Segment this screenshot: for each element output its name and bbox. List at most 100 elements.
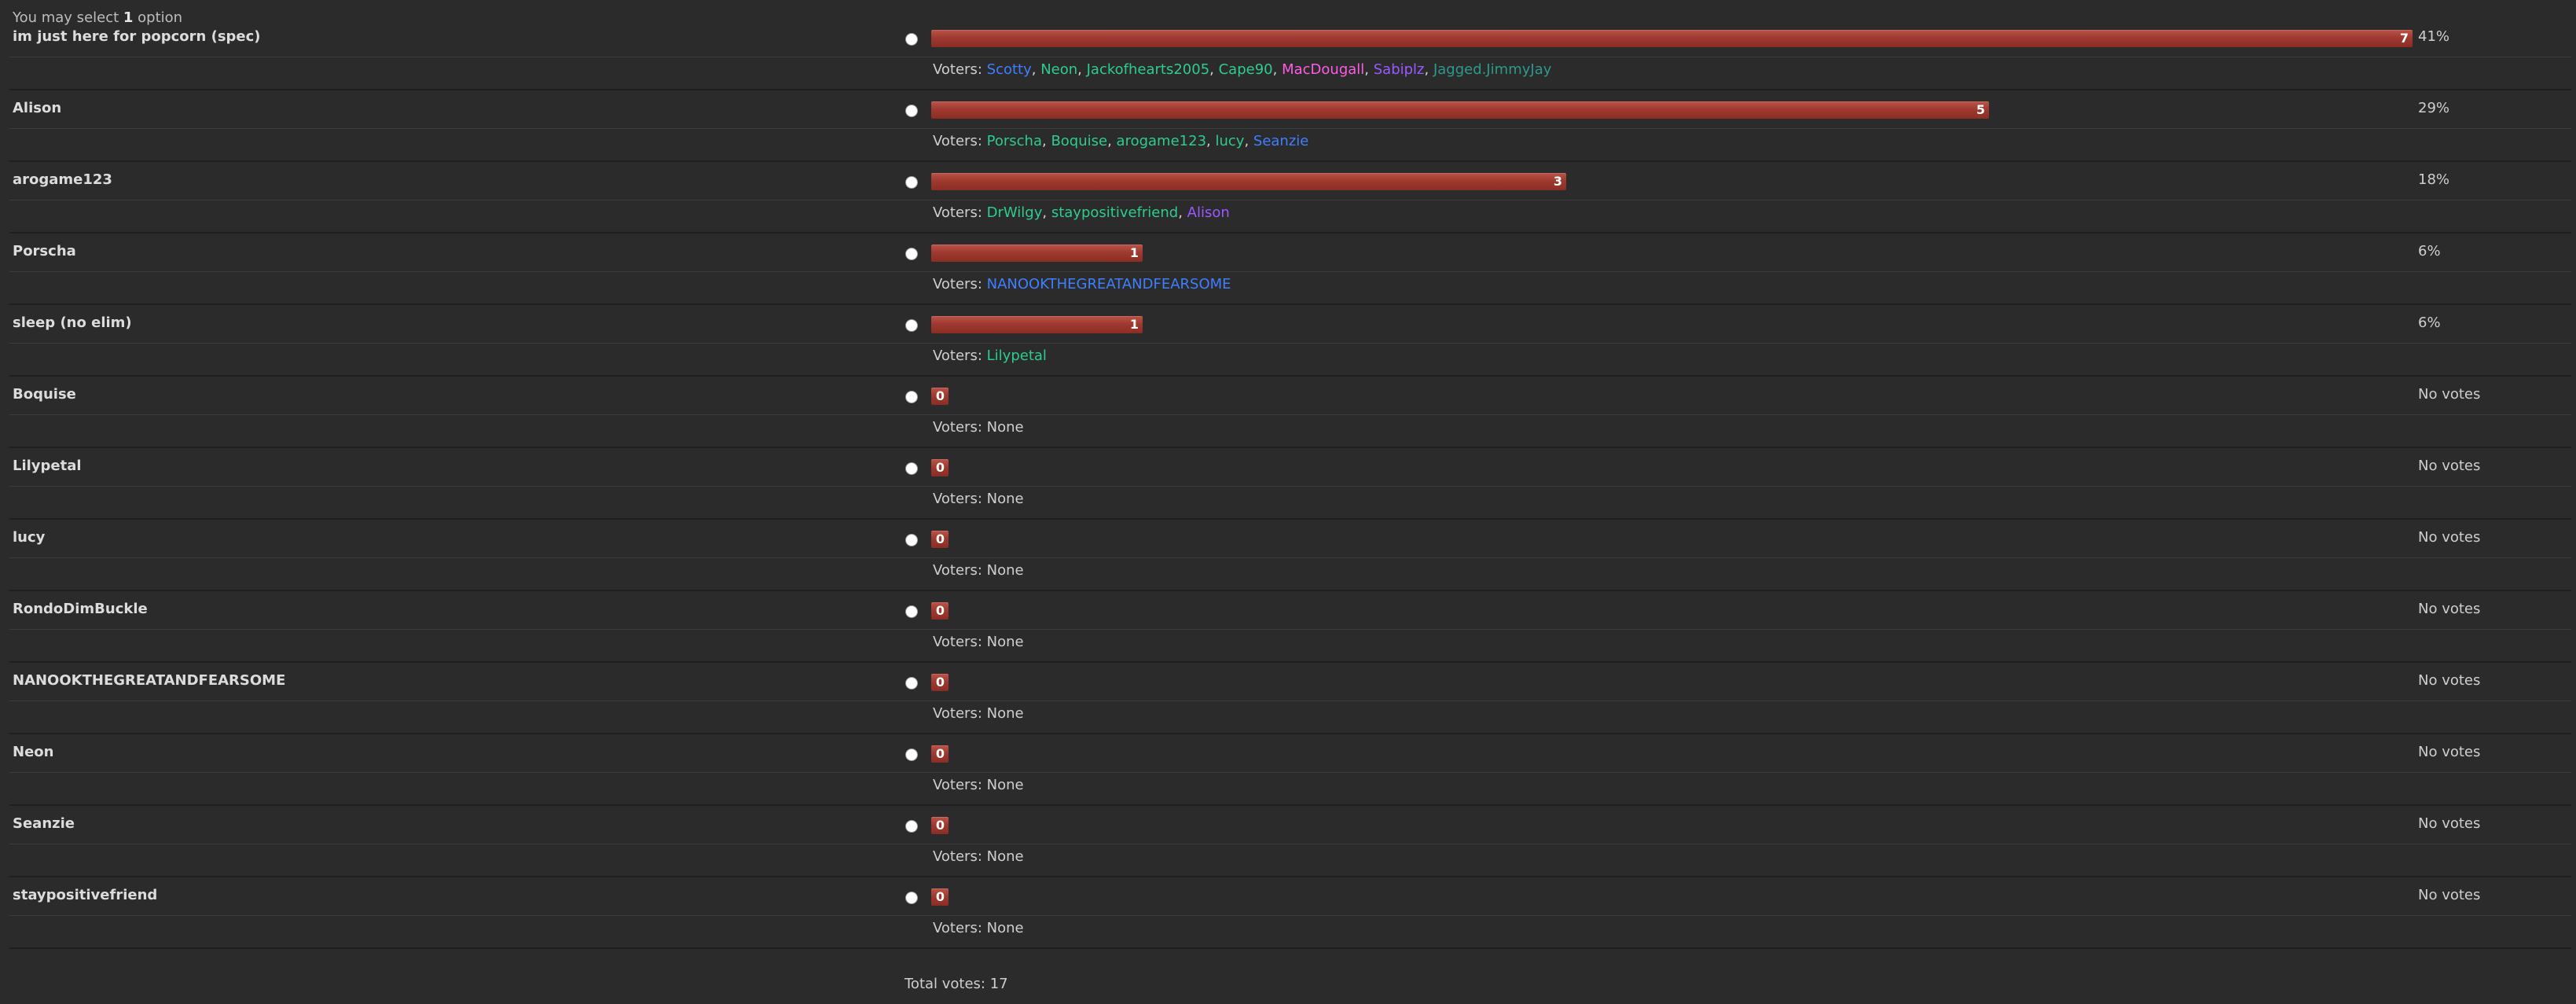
row-separator (9, 590, 2571, 591)
vote-count: 0 (935, 388, 945, 403)
row-separator (9, 661, 2571, 663)
poll-option: NANOOKTHEGREATANDFEARSOME 0 No votes Voters… (0, 663, 2576, 734)
option-label: RondoDimBuckle (13, 601, 148, 617)
option-label: lucy (13, 529, 46, 546)
voter-separator: , (1364, 61, 1374, 78)
voter-name[interactable]: NANOOKTHEGREATANDFEARSOME (986, 276, 1231, 292)
row-separator (9, 876, 2571, 877)
voters-label: Voters: (933, 276, 982, 292)
option-label: Seanzie (13, 815, 75, 832)
voters-label: Voters: (933, 204, 982, 221)
row-separator (9, 518, 2571, 520)
vote-percent: 18% (2418, 171, 2450, 188)
voter-name[interactable]: Jagged.JimmyJay (1433, 61, 1552, 78)
vote-percent: 41% (2418, 28, 2450, 45)
option-label: Lilypetal (13, 458, 82, 474)
voter-name[interactable]: Neon (1040, 61, 1078, 78)
vote-count: 0 (935, 460, 945, 475)
vote-count: 0 (935, 675, 945, 690)
option-radio[interactable] (905, 462, 918, 475)
option-label: staypositivefriend (13, 887, 158, 903)
voters-list: Voters: None (933, 634, 1024, 650)
vote-count: 1 (1129, 317, 1139, 332)
row-divider (9, 557, 2571, 558)
row-divider (9, 414, 2571, 415)
vote-bar: 0 (931, 602, 949, 620)
vote-percent: No votes (2418, 672, 2481, 689)
row-separator (9, 947, 2571, 949)
poll-option: lucy 0 No votes Voters: None (0, 520, 2576, 591)
voter-separator: , (1178, 204, 1187, 221)
vote-count: 0 (935, 746, 945, 761)
voter-name[interactable]: Boquise (1051, 133, 1108, 149)
voter-name[interactable]: Scotty (986, 61, 1032, 78)
select-prefix: You may select (13, 9, 119, 26)
voters-none: None (986, 920, 1024, 936)
vote-count: 1 (1129, 245, 1139, 260)
option-label: Boquise (13, 386, 76, 403)
voter-separator: , (1077, 61, 1087, 78)
option-label: im just here for popcorn (spec) (13, 28, 261, 45)
option-radio[interactable] (905, 892, 918, 904)
voter-name[interactable]: Jackofhearts2005 (1086, 61, 1210, 78)
vote-percent: No votes (2418, 815, 2481, 832)
vote-bar-track: 0 (931, 745, 2413, 763)
option-radio[interactable] (905, 534, 918, 546)
voter-separator: , (1031, 61, 1041, 78)
poll-select-instructions: You may select 1 option (13, 9, 182, 26)
option-radio[interactable] (905, 391, 918, 403)
vote-percent: No votes (2418, 529, 2481, 546)
voter-separator: , (1272, 61, 1282, 78)
voters-none: None (986, 777, 1024, 793)
voter-name[interactable]: lucy (1215, 133, 1245, 149)
voter-name[interactable]: Seanzie (1253, 133, 1309, 149)
voters-label: Voters: (933, 419, 982, 436)
voter-name[interactable]: arogame123 (1116, 133, 1207, 149)
option-radio[interactable] (905, 319, 918, 332)
vote-bar-track: 0 (931, 674, 2413, 691)
option-label: NANOOKTHEGREATANDFEARSOME (13, 672, 286, 689)
vote-percent: No votes (2418, 386, 2481, 403)
voters-list: Voters: Lilypetal (933, 348, 1047, 364)
option-radio[interactable] (905, 605, 918, 618)
option-radio[interactable] (905, 248, 918, 260)
vote-count: 0 (935, 531, 945, 546)
voter-name[interactable]: MacDougall (1282, 61, 1365, 78)
poll-option: Lilypetal 0 No votes Voters: None (0, 448, 2576, 520)
option-radio[interactable] (905, 677, 918, 690)
vote-percent: No votes (2418, 601, 2481, 617)
vote-percent: No votes (2418, 887, 2481, 903)
option-radio[interactable] (905, 748, 918, 761)
voter-name[interactable]: Alison (1187, 204, 1230, 221)
option-radio[interactable] (905, 105, 918, 117)
vote-bar: 0 (931, 459, 949, 476)
vote-count: 0 (935, 603, 945, 618)
vote-count: 0 (935, 818, 945, 833)
voter-name[interactable]: Sabiplz (1373, 61, 1425, 78)
row-divider (9, 343, 2571, 344)
voter-name[interactable]: staypositivefriend (1051, 204, 1179, 221)
voters-list: Voters: None (933, 705, 1024, 722)
voters-list: Voters: None (933, 920, 1024, 936)
voter-name[interactable]: Cape90 (1218, 61, 1273, 78)
option-radio[interactable] (905, 820, 918, 833)
row-divider (9, 271, 2571, 272)
voter-name[interactable]: Porscha (986, 133, 1042, 149)
voter-name[interactable]: Lilypetal (986, 348, 1047, 364)
row-separator (9, 160, 2571, 162)
voters-list: Voters: Porscha, Boquise, arogame123, lu… (933, 133, 1308, 149)
poll-option: Boquise 0 No votes Voters: None (0, 377, 2576, 448)
option-radio[interactable] (905, 176, 918, 189)
vote-bar-track: 0 (931, 602, 2413, 620)
option-radio[interactable] (905, 33, 918, 46)
voters-list: Voters: Scotty, Neon, Jackofhearts2005, … (933, 61, 1551, 78)
vote-bar: 5 (931, 101, 1989, 119)
voters-list: Voters: NANOOKTHEGREATANDFEARSOME (933, 276, 1231, 292)
vote-bar-track: 5 (931, 101, 2413, 119)
voter-name[interactable]: DrWilgy (986, 204, 1043, 221)
total-votes: Total votes: 17 (905, 976, 1008, 992)
vote-bar-track: 0 (931, 817, 2413, 834)
row-divider (9, 772, 2571, 773)
option-label: arogame123 (13, 171, 112, 188)
